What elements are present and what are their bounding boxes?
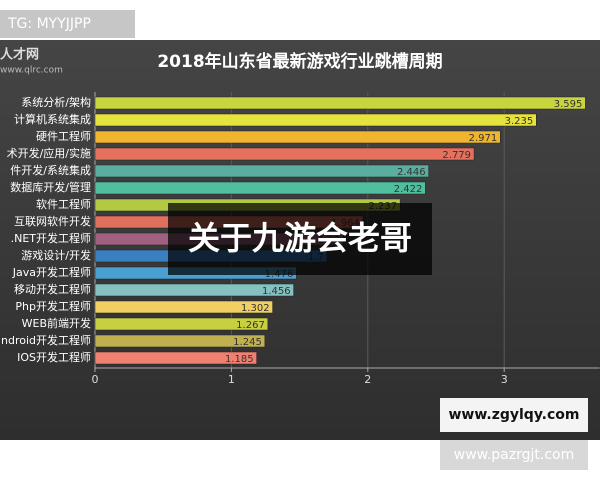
- y-tick-label: 软件工程师: [36, 197, 91, 211]
- bar: [94, 130, 501, 144]
- x-tick-label: 0: [92, 373, 99, 386]
- value-label: 1.185: [225, 354, 254, 365]
- y-tick-label: 移动开发工程师: [14, 282, 91, 296]
- plot: 0 1 2 3 系统分析/架构 3.595 计算机系统集成 3.235 硬件工程师 2.971 术开…: [1, 92, 600, 386]
- value-label: 1.267: [236, 320, 265, 331]
- value-label: 2.446: [397, 167, 426, 178]
- x-tick-label: 3: [501, 373, 508, 386]
- value-label: 1.456: [262, 286, 291, 297]
- y-tick-label: WEB前端开发: [22, 316, 91, 330]
- value-label: 3.595: [554, 99, 583, 110]
- y-tick-label: 术开发/应用/实施: [7, 146, 91, 160]
- y-tick-label: IOS开发工程师: [17, 350, 91, 364]
- bar: [94, 351, 257, 365]
- site-secondary: www.pazrgjt.com: [454, 447, 574, 463]
- bar: [94, 147, 475, 161]
- site-box: [440, 398, 588, 432]
- y-tick-label: 数据库开发/管理: [10, 180, 91, 194]
- y-tick-label: ndroid开发工程师: [1, 333, 91, 347]
- y-tick-label: Php开发工程师: [15, 299, 91, 313]
- bar: [94, 181, 426, 195]
- value-label: 3.235: [505, 116, 534, 127]
- watermark: TG: MYYJJPP: [7, 16, 91, 32]
- site-box-secondary: [440, 440, 588, 470]
- bar: [94, 334, 266, 348]
- bar: [94, 300, 273, 314]
- site-primary: www.zgylqy.com: [448, 407, 579, 423]
- x-tick-label: 2: [364, 373, 371, 386]
- y-tick-label: 系统分析/架构: [21, 95, 91, 109]
- watermark-box: [0, 10, 135, 38]
- y-tick-label: 硬件工程师: [36, 130, 91, 143]
- bar: [94, 283, 294, 297]
- y-tick-label: 件开发/系统集成: [10, 163, 91, 177]
- logo-url: www.qlrc.com: [0, 66, 63, 76]
- bar: [94, 96, 586, 110]
- bar: [94, 317, 269, 331]
- overlay-text: 关于九游会老哥: [188, 219, 412, 257]
- value-label: 1.302: [241, 303, 270, 314]
- y-tick-label: 互联网软件开发: [14, 214, 91, 228]
- chart-title: 2018年山东省最新游戏行业跳槽周期: [157, 51, 442, 72]
- y-tick-label: 游戏设计/开发: [21, 248, 91, 262]
- bar: [94, 164, 429, 178]
- value-label: 2.971: [469, 133, 498, 144]
- y-tick-label: 计算机系统集成: [14, 112, 91, 126]
- overlay-box: [168, 203, 432, 275]
- value-label: 2.779: [442, 150, 471, 161]
- y-tick-label: .NET开发工程师: [11, 231, 91, 245]
- bar: [94, 113, 537, 127]
- value-label: 2.422: [394, 184, 423, 195]
- logo-name: 人才网: [0, 47, 39, 63]
- y-tick-label: Java开发工程师: [12, 265, 91, 279]
- x-tick-label: 1: [228, 373, 235, 386]
- value-label: 1.245: [233, 337, 262, 348]
